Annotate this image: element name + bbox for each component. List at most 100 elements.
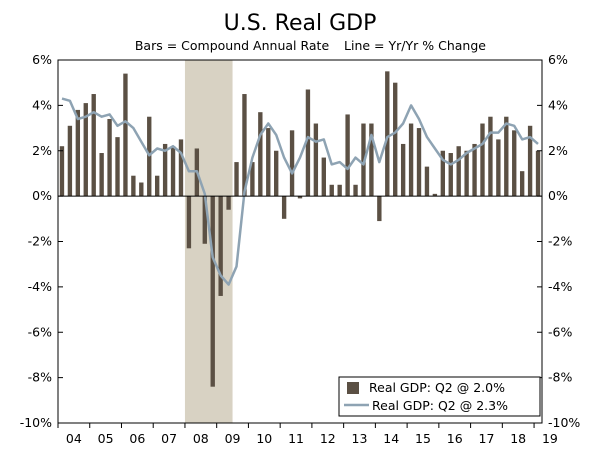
bar — [337, 184, 342, 197]
x-tick-label: 13 — [352, 431, 368, 446]
bar — [408, 123, 414, 197]
bar — [218, 196, 223, 296]
y-tick-label-left: 0% — [32, 188, 52, 203]
bar — [448, 153, 453, 197]
bar — [266, 128, 271, 197]
bar — [432, 193, 438, 197]
plot-frame — [57, 59, 543, 424]
legend: Real GDP: Q2 @ 2.0% Real GDP: Q2 @ 2.3% — [338, 376, 541, 417]
chart-subtitle-line: Line = Yr/Yr % Change — [344, 38, 486, 53]
bar — [289, 130, 295, 197]
x-tick-label: 10 — [256, 431, 272, 446]
x-tick-label: 18 — [510, 431, 526, 446]
bar — [440, 150, 446, 197]
bar — [456, 146, 461, 197]
bar — [234, 162, 239, 197]
bar — [345, 114, 350, 197]
chart-title: U.S. Real GDP — [224, 11, 377, 36]
bar — [178, 139, 184, 197]
x-tick-label: 07 — [161, 431, 177, 446]
bar — [527, 125, 533, 197]
y-tick-label-left: -4% — [28, 279, 52, 294]
bar — [329, 184, 334, 197]
bar — [369, 123, 374, 197]
bar — [67, 125, 73, 197]
bar — [321, 157, 326, 197]
bar — [210, 196, 215, 387]
bar — [400, 143, 406, 197]
bar — [162, 143, 168, 197]
y-tick-label-left: -2% — [28, 234, 52, 249]
bar — [226, 196, 231, 210]
bar — [99, 153, 104, 197]
bar — [186, 196, 192, 249]
bar — [107, 118, 112, 197]
bar — [91, 94, 96, 197]
bar — [488, 116, 493, 197]
bar — [131, 175, 136, 197]
bar — [75, 109, 81, 197]
x-tick-label: 12 — [320, 431, 336, 446]
chart-subtitle-bars: Bars = Compound Annual Rate — [135, 38, 330, 53]
x-tick-label: 08 — [193, 431, 209, 446]
bar — [313, 123, 319, 197]
bar — [59, 146, 65, 197]
bar — [504, 116, 509, 197]
bar — [496, 139, 501, 197]
x-tick-label: 15 — [415, 431, 431, 446]
y-tick-label-right: 6% — [548, 52, 568, 67]
legend-bar-label: Real GDP: Q2 @ 2.0% — [369, 380, 505, 395]
bar — [281, 196, 287, 219]
x-tick-label: 14 — [383, 431, 399, 446]
bar — [258, 112, 263, 197]
bar — [480, 123, 485, 197]
bar — [424, 166, 430, 197]
bar — [385, 71, 390, 197]
y-tick-label-right: 2% — [548, 143, 568, 158]
y-tick-label-left: 6% — [32, 52, 52, 67]
bar — [250, 162, 255, 197]
bar — [305, 89, 311, 197]
bar — [416, 128, 422, 197]
y-tick-label-left: -10% — [20, 415, 52, 430]
y-tick-label-right: -4% — [548, 279, 572, 294]
bar — [154, 175, 160, 197]
bar — [535, 150, 541, 197]
legend-bar-swatch — [347, 382, 359, 394]
bar — [242, 94, 247, 197]
legend-line-label: Real GDP: Q2 @ 2.3% — [372, 398, 508, 413]
x-tick-label: 09 — [225, 431, 241, 446]
y-tick-label-right: 0% — [548, 188, 568, 203]
legend-box — [338, 376, 541, 417]
bar — [170, 146, 176, 197]
y-tick-label-right: -8% — [548, 370, 572, 385]
bar — [519, 171, 525, 197]
y-tick-label-left: -8% — [28, 370, 52, 385]
x-tick-label: 05 — [98, 431, 114, 446]
x-tick-label: 19 — [542, 431, 558, 446]
bar — [83, 103, 88, 197]
bar — [464, 150, 469, 197]
bar — [472, 143, 477, 197]
x-tick-label: 16 — [447, 431, 463, 446]
yoy-line — [61, 97, 539, 286]
y-tick-label-right: 4% — [548, 97, 568, 112]
bar — [274, 150, 279, 197]
bar — [353, 184, 358, 197]
recession-band — [184, 60, 233, 423]
x-tick-label: 04 — [66, 431, 82, 446]
y-tick-label-left: 2% — [32, 143, 52, 158]
y-tick-label-right: -10% — [548, 415, 580, 430]
plot-area: 6% 6% 4% 4% 2% 2% 0% 0% -2% -2% -4% -4% -6% -6% -8% -8%… — [20, 52, 581, 446]
bar — [377, 196, 382, 222]
y-tick-label-left: -6% — [28, 324, 52, 339]
bar — [139, 182, 144, 197]
x-tick-label: 06 — [129, 431, 145, 446]
y-tick-label-right: -2% — [548, 234, 572, 249]
bar — [115, 137, 120, 197]
bar — [297, 196, 303, 199]
y-tick-label-right: -6% — [548, 324, 572, 339]
y-tick-label-left: 4% — [32, 97, 52, 112]
x-tick-label: 11 — [288, 431, 304, 446]
